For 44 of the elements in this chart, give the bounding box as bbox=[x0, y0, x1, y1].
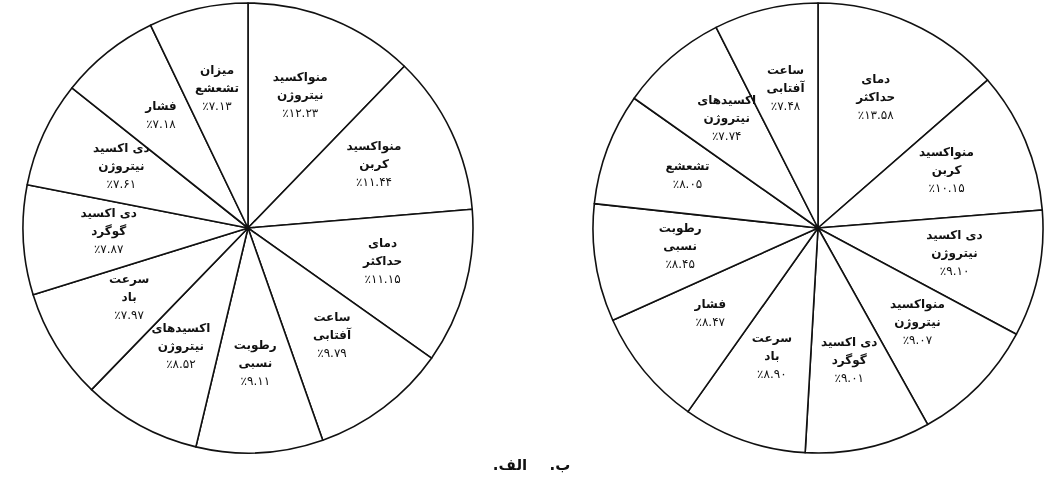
data-label: ٪۸.۰۵ bbox=[672, 176, 703, 191]
slice-label: منواکسید نیتروژن bbox=[889, 296, 945, 330]
slice-label: منواکسید نیتروژن bbox=[272, 69, 328, 103]
slice-label: تشعشع bbox=[665, 158, 710, 173]
data-label: ٪۹.۰۷ bbox=[902, 332, 933, 347]
text: الف. bbox=[492, 456, 528, 474]
slice-label: منواکسید کربن bbox=[919, 144, 975, 177]
data-label: ٪۱۳.۵۸ bbox=[857, 108, 895, 122]
data-label: ٪۸.۴۵ bbox=[665, 256, 696, 271]
data-label: ٪۱۰.۱۵ bbox=[928, 180, 965, 195]
data-label: ٪۷.۶۱ bbox=[106, 176, 137, 191]
data-label: ٪۷.۹۷ bbox=[114, 308, 145, 323]
slice-label: سرعت باد bbox=[751, 330, 792, 363]
slice-label: رطوبت نسبی bbox=[233, 338, 277, 371]
slice-label: فشار bbox=[144, 98, 177, 113]
slice-label: رطوبت نسبی bbox=[658, 220, 702, 253]
slice-label: دی اکسید گوگرد bbox=[80, 206, 137, 240]
data-label: ٪۷.۸۷ bbox=[93, 242, 125, 257]
slice-label: دمای حداکثر bbox=[362, 235, 403, 268]
slice-label: اکسیدهای نیتروژن bbox=[151, 321, 211, 355]
data-label: ٪۱۱.۱۵ bbox=[364, 271, 401, 286]
slice-label: میزان تشعشع bbox=[195, 62, 239, 95]
data-label: ٪۱۲.۲۳ bbox=[282, 105, 319, 120]
data-label: ٪۸.۹۰ bbox=[757, 366, 787, 381]
data-label: ٪۱۱.۴۴ bbox=[356, 175, 393, 190]
slice-label: منواکسید کربن bbox=[346, 139, 402, 172]
data-label: ٪۷.۱۳ bbox=[202, 98, 233, 113]
data-label: ٪۹.۰۱ bbox=[834, 370, 865, 385]
text: ب. bbox=[549, 456, 571, 474]
data-label: ٪۹.۷۹ bbox=[317, 346, 347, 361]
data-label: ٪۸.۴۷ bbox=[695, 314, 726, 329]
slice-label: فشار bbox=[693, 296, 726, 311]
data-label: ٪۷.۴۸ bbox=[770, 99, 801, 114]
data-label: ٪۹.۱۱ bbox=[240, 374, 271, 389]
slice-label: ساعت آفتابی bbox=[312, 310, 352, 343]
slice-label: ساعت آفتابی bbox=[766, 63, 806, 96]
slice-label: دی اکسید گوگرد bbox=[821, 334, 878, 368]
slice-label: دی اکسید نیتروژن bbox=[926, 227, 983, 261]
slice-label: دمای حداکثر bbox=[855, 72, 896, 104]
data-label: ٪۷.۷۴ bbox=[711, 129, 742, 144]
data-label: ٪۷.۱۸ bbox=[146, 116, 177, 131]
data-label: ٪۸.۵۲ bbox=[166, 357, 196, 372]
slice-label: سرعت باد bbox=[109, 272, 150, 305]
data-label: ٪۹.۱۰ bbox=[939, 263, 970, 278]
